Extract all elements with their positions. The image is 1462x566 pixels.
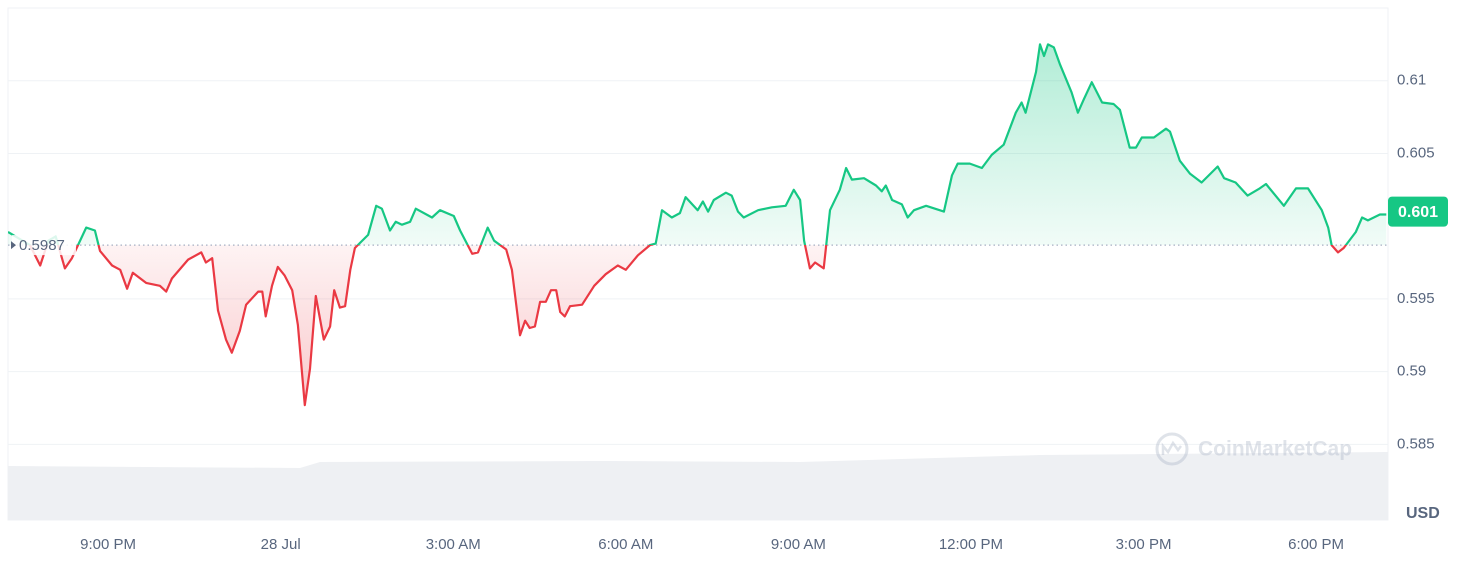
baseline-label-bg xyxy=(12,235,76,256)
y-tick-label: 0.595 xyxy=(1397,290,1435,307)
x-tick-label: 9:00 AM xyxy=(771,536,826,553)
baseline-label: 0.5987 xyxy=(19,237,65,254)
y-tick-label: 0.585 xyxy=(1397,435,1435,452)
x-tick-label: 3:00 PM xyxy=(1116,536,1172,553)
y-tick-label: 0.61 xyxy=(1397,72,1426,89)
x-tick-label: 9:00 PM xyxy=(80,536,136,553)
price-line xyxy=(8,43,1387,407)
x-tick-label: 12:00 PM xyxy=(939,536,1003,553)
x-tick-label: 28 Jul xyxy=(261,536,301,553)
x-tick-label: 3:00 AM xyxy=(426,536,481,553)
x-tick-label: 6:00 PM xyxy=(1288,536,1344,553)
volume-area xyxy=(8,452,1388,520)
y-tick-label: 0.605 xyxy=(1397,144,1435,161)
watermark: CoinMarketCap xyxy=(1155,432,1352,466)
watermark-text: CoinMarketCap xyxy=(1198,438,1352,461)
last-price-label: 0.601 xyxy=(1398,204,1438,221)
x-tick-label: 6:00 AM xyxy=(598,536,653,553)
price-area xyxy=(8,44,1387,406)
y-axis-label: USD xyxy=(1406,505,1440,522)
baseline-arrow xyxy=(11,241,16,250)
y-tick-label: 0.59 xyxy=(1397,363,1426,380)
last-price-badge xyxy=(1388,196,1448,227)
